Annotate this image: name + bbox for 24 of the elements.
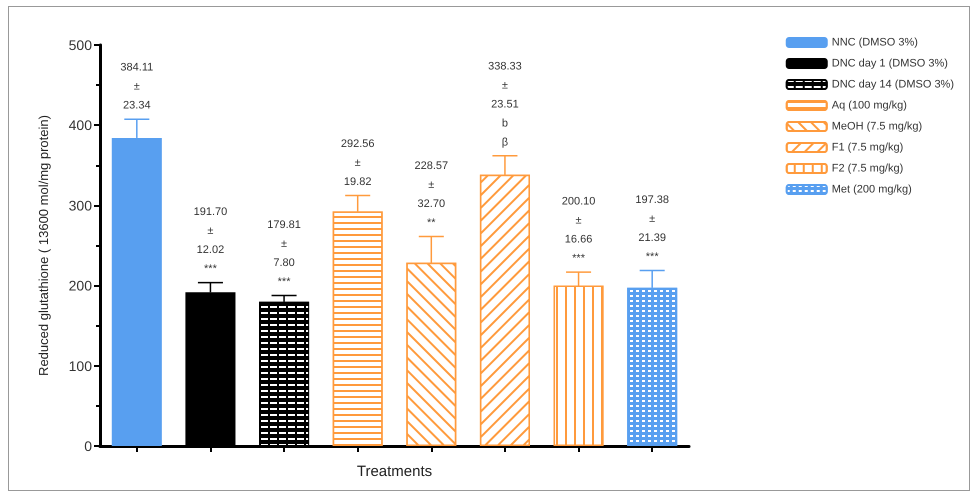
legend-label: F2 (7.5 mg/kg) [832,162,904,174]
data-label: 292.56 ± 19.82 [340,138,375,188]
data-label: 384.11 ± 23.34 [120,62,154,112]
legend-label: Aq (100 mg/kg) [832,100,907,112]
x-axis-title: Treatments [356,463,432,480]
legend-label: DNC day 1 (DMSO 3%) [832,58,948,70]
y-tick-label: 500 [68,37,92,53]
legend-label: NNC (DMSO 3%) [832,36,918,48]
y-axis-title: Reduced glutathione ( 13600 mol/mg protein) [36,115,51,376]
y-tick-label: 0 [84,438,92,454]
legend-label: DNC day 14 (DMSO 3%) [832,78,954,90]
legend-label: F1 (7.5 mg/kg) [832,142,904,154]
legend-label: MeOH (7.5 mg/kg) [832,120,922,132]
data-label: 191.70 ± 12.02 *** [194,206,228,276]
data-label: 179.81 ± 7.80 *** [267,219,301,288]
y-tick-label: 100 [68,358,92,374]
data-label: 200.10 ± 16.66 *** [562,196,596,265]
data-label: 228.57 ± 32.70 ** [414,160,448,229]
legend-label: Met (200 mg/kg) [832,184,912,196]
data-label: 197.38 ± 21.39 *** [635,194,670,264]
data-label: 338.33 ± 23.51 b β [488,60,522,148]
y-tick-label: 300 [68,197,92,214]
y-tick-label: 400 [68,117,92,134]
y-tick-label: 200 [68,278,92,294]
